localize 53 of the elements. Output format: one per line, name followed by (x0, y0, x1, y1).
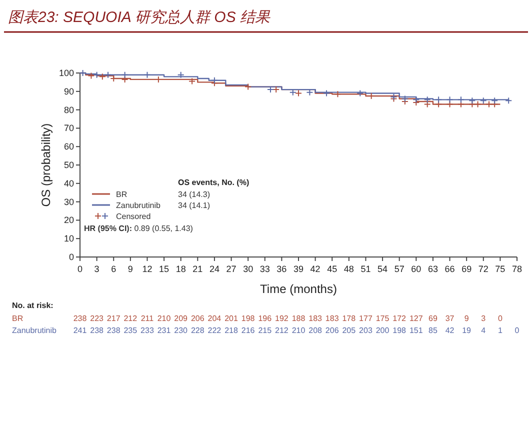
x-tick-label: 18 (176, 264, 186, 274)
chart-title: 图表23: SEQUOIA 研究总人群 OS 结果 (8, 9, 271, 26)
x-tick-label: 0 (77, 264, 83, 274)
y-tick-label: 90 (64, 86, 74, 96)
y-tick-label: 80 (64, 104, 74, 115)
y-axis-title: OS (probability) (39, 123, 53, 207)
x-tick-label: 63 (428, 264, 438, 274)
x-tick-label: 33 (260, 264, 270, 274)
x-tick-label: 6 (111, 264, 116, 274)
x-tick-label: 78 (512, 264, 522, 274)
legend-label: Zanubrutinib (116, 201, 162, 210)
x-tick-label: 36 (276, 264, 287, 274)
y-tick-label: 10 (64, 234, 74, 244)
y-tick-label: 60 (64, 142, 74, 152)
x-tick-label: 60 (411, 264, 422, 274)
y-tick-label: 50 (64, 160, 74, 170)
x-tick-label: 39 (293, 264, 304, 274)
text: 241 238 238 235 233 231 230 228 222 218 216 215 212 210 208 206 205 203 200 198 151 85 42 19 4 1 0 (73, 326, 520, 335)
y-tick-label: 0 (68, 252, 74, 262)
legend-title: OS events, No. (%) (178, 178, 250, 187)
x-tick-label: 54 (378, 264, 388, 274)
x-tick-label: 72 (478, 264, 488, 274)
x-tick-label: 45 (327, 264, 338, 274)
x-tick-label: 57 (394, 264, 404, 274)
y-tick-label: 100 (58, 68, 74, 78)
text: BR (12, 314, 24, 323)
x-tick-label: 30 (243, 264, 254, 274)
x-axis-title: Time (months) (260, 282, 337, 296)
legend-label: BR (116, 190, 128, 199)
y-tick-label: 40 (64, 178, 74, 188)
x-tick-label: 9 (128, 264, 133, 274)
x-tick-label: 75 (495, 264, 506, 274)
x-tick-label: 21 (192, 264, 203, 274)
annotation: 34 (14.3) (178, 190, 210, 199)
x-tick-label: 42 (310, 264, 320, 274)
text: No. at risk: (12, 301, 54, 310)
y-tick-label: 30 (64, 196, 74, 207)
x-tick-label: 15 (159, 264, 170, 274)
x-tick-label: 51 (360, 264, 371, 274)
x-tick-label: 24 (209, 264, 220, 274)
x-tick-label: 48 (344, 264, 354, 274)
x-tick-label: 66 (444, 264, 455, 274)
annotation: 34 (14.1) (178, 201, 210, 210)
text: Zanubrutinib (12, 326, 56, 335)
y-tick-label: 20 (64, 215, 74, 226)
x-tick-label: 27 (226, 264, 236, 274)
x-tick-label: 69 (462, 264, 472, 274)
x-tick-label: 12 (142, 264, 152, 274)
text: 238 223 217 212 211 210 209 206 204 201 198 196 192 188 183 183 178 177 175 172 127 69 37 9 3 0 (73, 314, 502, 323)
x-tick-label: 3 (94, 264, 100, 274)
annotation: HR (95% CI): 0.89 (0.55, 1.43) (84, 224, 194, 233)
y-tick-label: 70 (64, 123, 74, 134)
legend-label: Censored (116, 212, 151, 221)
